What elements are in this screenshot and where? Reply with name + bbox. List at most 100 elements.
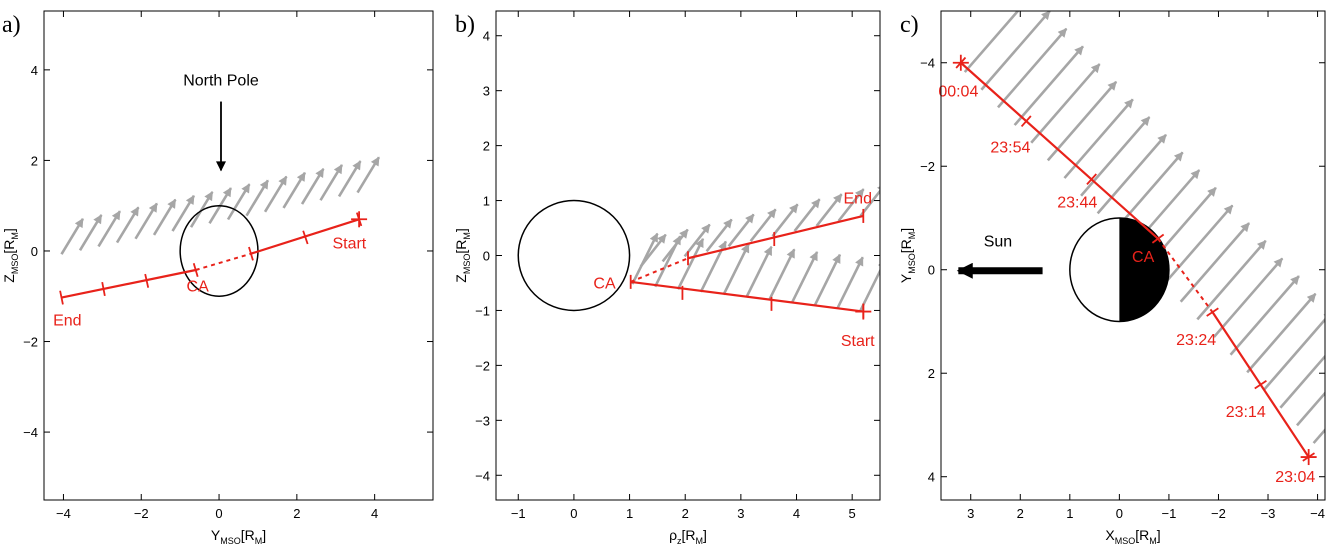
- y-tick-label: 0: [928, 263, 935, 278]
- trajectory-tick: [1254, 379, 1267, 390]
- x-tick-label: −4: [1310, 506, 1325, 521]
- field-arrow: [134, 202, 159, 240]
- field-arrow: [1229, 275, 1300, 356]
- field-arrow: [1046, 80, 1118, 162]
- field-arrow: [768, 248, 796, 301]
- x-tick-label: 0: [1116, 506, 1123, 521]
- x-tick-label: −2: [1211, 506, 1226, 521]
- trajectory-tick: [248, 246, 254, 261]
- field-arrow: [790, 251, 819, 304]
- field-arrow: [115, 206, 140, 244]
- field-arrow: [1030, 63, 1101, 144]
- y-tick-label: 2: [483, 139, 490, 154]
- annotation-label: 23:04: [1275, 469, 1315, 486]
- trajectory-line: [687, 214, 864, 260]
- trajectory-tick: [302, 230, 309, 245]
- field-arrow: [705, 218, 733, 253]
- trajectory-tick: [1086, 173, 1097, 185]
- y-tick-label: −4: [475, 468, 490, 483]
- x-tick-label: 0: [215, 506, 222, 521]
- x-axis-label: YMSO[RM]: [211, 527, 266, 546]
- trajectory-line: [630, 280, 864, 313]
- y-tick-label: 0: [31, 244, 38, 259]
- trajectory-tick: [1151, 233, 1165, 244]
- x-tick-label: 4: [793, 506, 800, 521]
- y-tick-label: −3: [475, 413, 490, 428]
- annotation-label: Sun: [984, 233, 1012, 250]
- y-axis-label: ZMSO[RM]: [453, 228, 472, 282]
- x-tick-label: 1: [1066, 506, 1073, 521]
- y-tick-label: 4: [483, 29, 490, 44]
- panel-a: End CA Start North Pole −4 −2 0 2 4 −4 −2 0 2 4 YMSO[R…: [1, 10, 434, 546]
- x-tick-label: 3: [967, 506, 974, 521]
- field-arrow: [836, 256, 864, 309]
- y-tick-label: 4: [31, 63, 38, 78]
- field-arrow: [1163, 204, 1234, 285]
- y-tick-label: −2: [475, 358, 490, 373]
- panel-letter: a): [2, 12, 21, 38]
- y-tick-label: 2: [928, 366, 935, 381]
- trajectory-dashed: [195, 252, 252, 271]
- annotation-label: 00:04: [938, 83, 978, 100]
- field-arrow: [263, 175, 288, 213]
- field-arrow: [1262, 310, 1325, 391]
- annotation-label: CA: [187, 279, 210, 296]
- field-arrow: [859, 183, 880, 217]
- field-arrow: [337, 160, 362, 198]
- trajectory-line: [61, 268, 196, 299]
- x-axis-label: XMSO[RM]: [1105, 527, 1160, 546]
- panel-letter: c): [900, 12, 919, 38]
- y-axis-label: ZMSO[RM]: [1, 228, 20, 282]
- field-arrow: [722, 243, 750, 296]
- annotation-label: End: [844, 190, 872, 207]
- field-arrow: [356, 156, 381, 194]
- annotation-label: 23:44: [1057, 195, 1097, 212]
- field-arrow: [1063, 98, 1134, 179]
- trajectory-tick: [192, 263, 199, 277]
- trajectory-tick: [59, 290, 64, 305]
- y-axis-label: YMSO[RM]: [898, 228, 917, 283]
- field-arrow: [1096, 133, 1168, 215]
- annotation-label: CA: [1132, 249, 1155, 266]
- plot-frame: [43, 10, 434, 501]
- field-arrow: [319, 164, 344, 201]
- plot-area: [952, 11, 1325, 466]
- x-tick-label: 0: [570, 506, 577, 521]
- field-arrow: [245, 179, 270, 217]
- field-arrow: [837, 188, 865, 222]
- field-arrow: [78, 214, 103, 251]
- annotation-label: Start: [332, 236, 366, 253]
- planet-nightside: [1119, 217, 1169, 322]
- panel-c: 00:04 23:54 23:44 CA 23:24 23:14 23:04 Sun 3 2 1 0 −…: [898, 10, 1326, 546]
- y-tick-label: 3: [483, 84, 490, 99]
- field-arrow: [300, 168, 325, 205]
- field-arrow: [749, 208, 777, 243]
- field-arrow: [745, 245, 773, 298]
- field-arrow: [631, 232, 659, 285]
- y-tick-label: −2: [920, 159, 935, 174]
- field-arrow: [1013, 45, 1084, 126]
- y-tick-label: −4: [23, 425, 38, 440]
- x-tick-label: −1: [1162, 506, 1177, 521]
- field-arrow: [1212, 257, 1284, 338]
- field-arrow: [282, 171, 307, 209]
- x-tick-label: 2: [1017, 506, 1024, 521]
- field-arrow: [859, 259, 880, 312]
- x-tick-label: 2: [293, 506, 300, 521]
- x-tick-label: 3: [737, 506, 744, 521]
- y-tick-label: 0: [483, 249, 490, 264]
- x-tick-label: −3: [1261, 506, 1276, 521]
- field-arrow: [793, 198, 821, 232]
- field-arrow: [97, 210, 122, 248]
- field-arrow: [813, 253, 842, 306]
- annotation-label: 23:24: [1176, 332, 1216, 349]
- field-arrow: [661, 228, 689, 263]
- x-tick-label: 1: [626, 506, 633, 521]
- x-axis-label: ρz[RM]: [669, 527, 707, 546]
- y-tick-label: −4: [920, 56, 935, 71]
- field-arrow: [1296, 391, 1325, 427]
- field-arrow: [815, 193, 843, 227]
- trajectory-line: [960, 61, 1159, 240]
- field-arrow: [963, 11, 1020, 73]
- field-arrow: [152, 198, 177, 236]
